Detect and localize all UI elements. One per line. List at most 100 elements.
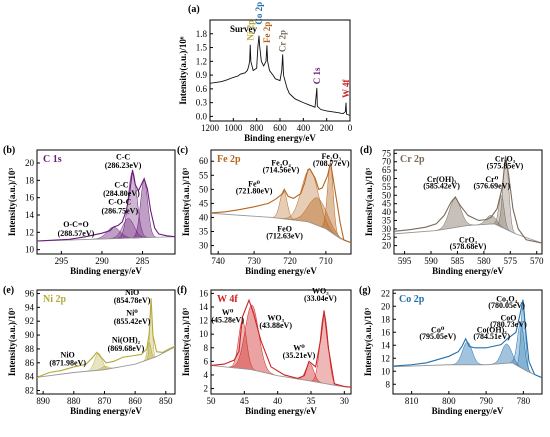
x-tick-label: 600	[273, 123, 287, 133]
y-tick-label: 30	[199, 241, 209, 251]
y-tick-label: 20	[382, 241, 392, 251]
data-line	[394, 155, 542, 244]
panel-title: Ni 2p	[43, 294, 67, 305]
data-line	[211, 298, 351, 388]
panel-d: 595 590 585 580 575 570 2025303540455055606570…	[360, 145, 544, 276]
x-tick-label: 1200	[201, 123, 220, 133]
plot-area	[37, 169, 175, 242]
y-tick-label: 75	[382, 148, 392, 158]
peak-label: Ni⁰	[126, 309, 138, 318]
y-tick-label: 22	[381, 288, 390, 298]
y-tick-label: 92	[25, 316, 34, 326]
y-axis-label: Intensity(a.u.)/10³	[181, 308, 191, 377]
panel-b: 295 290 285 10 12 14 16 18 20 Binding energy/eV In…	[3, 145, 176, 276]
y-tick-label: 65	[382, 165, 392, 175]
x-tick-label: 880	[67, 396, 81, 406]
survey-line	[209, 35, 351, 116]
plot-frame	[36, 289, 176, 395]
plot-frame	[210, 289, 352, 395]
peak-label: C 1s	[312, 67, 322, 84]
x-tick-label: 850	[159, 396, 173, 406]
x-tick-label: 730	[247, 256, 261, 266]
peak-label: Ni(OH)₂	[112, 336, 141, 345]
y-tick-label: 96	[25, 288, 35, 298]
y-tick-label: 86	[25, 358, 35, 368]
peak-label: WO₃	[267, 314, 284, 323]
y-axis-label: Intensity(a.u.)/10⁶	[178, 36, 188, 105]
x-tick-label: 810	[405, 396, 419, 406]
x-tick-label: 800	[442, 396, 456, 406]
peak-label: Co 2p	[254, 2, 264, 25]
panel-letter: (b)	[3, 145, 15, 156]
y-tick-label: 30	[382, 224, 392, 234]
peak-label: Ni 2p	[245, 20, 255, 41]
panel-e: 890 880 870 860 850 82 84 86 88 90 92 94 96 Binding e…	[3, 285, 176, 416]
y-tick-label: 84	[25, 372, 35, 382]
panel-title: Survey	[230, 24, 258, 34]
peak-label: W⁰	[293, 343, 305, 352]
panel-letter: (d)	[360, 145, 372, 156]
peak-label: Cr 2p	[278, 30, 288, 52]
y-tick-label: 16	[25, 193, 35, 203]
y-tick-label: 90	[25, 330, 35, 340]
x-tick-label: 0	[348, 123, 353, 133]
peak-label: (714.56eV)	[263, 165, 300, 174]
plot-area	[211, 298, 351, 388]
x-axis-label: Binding energy/eV	[432, 406, 504, 416]
y-axis-label: Intensity(a.u.)/10³	[363, 308, 373, 377]
background-line	[394, 223, 542, 244]
background-line	[37, 346, 175, 378]
peak-label: Fe⁰	[248, 180, 260, 189]
y-tick-label: 2	[204, 384, 209, 394]
peak-label: (578.68eV)	[450, 242, 487, 251]
peak-label: (712.63eV)	[266, 232, 303, 241]
y-tick-label: 40	[382, 207, 392, 217]
y-tick-label: 88	[25, 344, 35, 354]
x-tick-label: 790	[479, 396, 493, 406]
panel-a: 1200 1000 800 600 400 200 0 0.0 0.3 0.6 0.9 1.2 1.5 1…	[178, 2, 353, 143]
panel-title: C 1s	[43, 154, 62, 165]
peak-label: (35.21eV)	[283, 351, 316, 360]
peak-label: C-C	[116, 153, 130, 162]
x-axis-label: Binding energy/eV	[432, 266, 504, 276]
x-tick-label: 590	[424, 256, 438, 266]
panel-title: Fe 2p	[217, 154, 241, 165]
peak-label: CoO	[500, 314, 516, 323]
y-tick-label: 0.3	[196, 98, 208, 108]
y-tick-label: 94	[25, 302, 35, 312]
peak-label: Co(OH)₂	[477, 325, 508, 334]
y-tick-label: 70	[382, 157, 392, 167]
x-tick-label: 200	[320, 123, 334, 133]
peak-label: C-C	[114, 180, 128, 189]
peak-label: (43.88eV)	[259, 321, 292, 330]
peak-label: O-C=O	[63, 220, 88, 229]
x-tick-label: 400	[297, 123, 311, 133]
x-tick-label: 720	[283, 256, 297, 266]
y-tick-label: 18	[25, 175, 35, 185]
peak-label: (576.69eV)	[473, 182, 510, 191]
y-tick-label: 14	[199, 302, 209, 312]
x-axis-label: Binding energy/eV	[244, 133, 316, 143]
x-tick-label: 30	[340, 396, 350, 406]
peak-label: (585.42eV)	[423, 182, 460, 191]
peak-label: (575.85eV)	[487, 161, 524, 170]
peak-label: WO₃	[312, 286, 329, 295]
y-tick-label: 82	[25, 386, 34, 396]
x-tick-label: 290	[95, 256, 109, 266]
y-tick-label: 8	[204, 343, 209, 353]
data-line	[37, 298, 175, 378]
peak-label: CrO₃	[459, 235, 478, 244]
x-tick-label: 800	[250, 123, 264, 133]
peak-label: (780.73eV)	[490, 320, 527, 329]
y-axis-label: Intensity(a.u.)/10³	[364, 168, 374, 237]
y-tick-label: 12	[199, 316, 208, 326]
peak-label: W 4f	[341, 78, 351, 98]
y-tick-label: 50	[382, 190, 392, 200]
panel-title: W 4f	[217, 294, 238, 305]
y-tick-label: 45	[199, 198, 209, 208]
y-tick-label: 45	[382, 199, 392, 209]
peak-label: FeO	[277, 225, 292, 234]
peak-label: (721.80eV)	[236, 187, 273, 196]
x-tick-label: 35	[307, 396, 317, 406]
peak-label: Fe₂O₃	[322, 152, 342, 161]
